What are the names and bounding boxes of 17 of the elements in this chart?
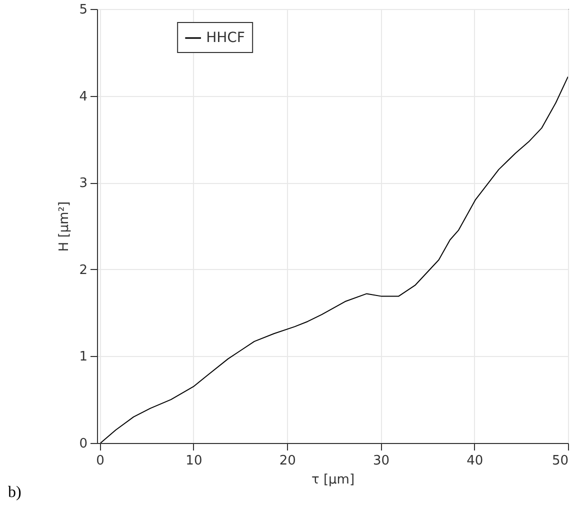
y-tick-label: 2 bbox=[79, 262, 88, 278]
x-tick-label: 50 bbox=[552, 454, 568, 468]
y-tick-label: 3 bbox=[79, 176, 88, 192]
x-tick-label: 30 bbox=[372, 454, 390, 468]
y-tick-label: 5 bbox=[79, 2, 88, 18]
line-series bbox=[100, 76, 568, 443]
y-tick-label: 1 bbox=[79, 350, 88, 365]
y-tick-label: 0 bbox=[79, 436, 88, 452]
x-tick-label: 0 bbox=[96, 454, 104, 468]
x-axis-title: τ [μm] bbox=[311, 472, 355, 488]
x-tick-label: 20 bbox=[279, 454, 296, 468]
y-axis-title: H [μm²] bbox=[57, 201, 72, 252]
legend-label: HHCF bbox=[206, 30, 245, 46]
y-tick-label: 4 bbox=[79, 89, 88, 104]
text: b) bbox=[8, 484, 22, 502]
x-tick-label: 40 bbox=[466, 454, 484, 468]
x-tick-label: 10 bbox=[186, 454, 202, 468]
